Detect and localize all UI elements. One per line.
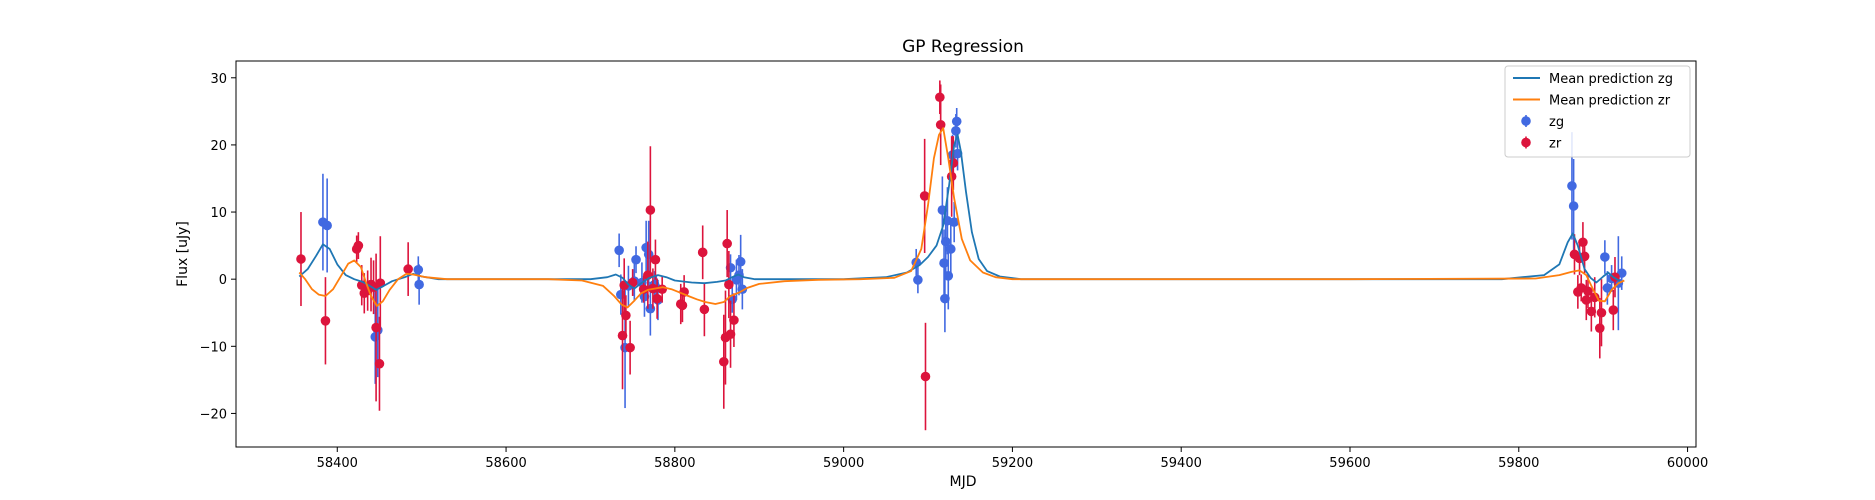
y-tick-label: 30: [210, 72, 227, 87]
point-zr: [1578, 237, 1588, 248]
y-tick-label: 20: [210, 139, 227, 154]
point-zg: [943, 271, 954, 281]
legend-label: zg: [1549, 115, 1564, 130]
point-zg: [413, 264, 424, 275]
legend-box: [1504, 65, 1691, 158]
y-tick-label: 0: [219, 273, 227, 288]
point-zg: [940, 293, 950, 304]
series-zg: [318, 107, 1627, 409]
y-tick-label: −10: [200, 340, 227, 355]
point-zg: [939, 258, 949, 268]
plot-area: [296, 80, 1627, 431]
point-zr: [1594, 323, 1605, 333]
x-tick-label: 58400: [317, 456, 358, 471]
point-zg: [913, 275, 923, 285]
point-zr: [374, 358, 385, 369]
point-zr: [617, 330, 628, 341]
point-zg: [614, 245, 624, 256]
x-axis: 58400 58600 58800 59000 59200 59400 59600 59800…: [317, 447, 1708, 471]
x-tick-label: 59800: [1498, 456, 1539, 471]
x-tick-label: 59600: [1329, 456, 1370, 471]
legend: Mean prediction zg Mean prediction zr zg zr: [1504, 65, 1691, 158]
point-zg: [1567, 181, 1577, 191]
legend-label: Mean prediction zg: [1549, 72, 1673, 87]
point-zg: [645, 303, 656, 314]
point-zr: [1596, 307, 1607, 318]
legend-marker-swatch: [1521, 116, 1531, 126]
line-mean-prediction-zr: [298, 127, 1625, 309]
point-zr: [1589, 292, 1600, 303]
point-zg: [951, 116, 962, 127]
point-zg: [414, 279, 424, 290]
point-zr: [645, 205, 656, 215]
point-zr: [718, 356, 729, 367]
point-zr: [724, 279, 734, 290]
axes-frame: [235, 60, 1697, 448]
x-tick-label: 59000: [823, 456, 864, 471]
point-zg: [735, 256, 746, 267]
x-tick-label: 59400: [1161, 456, 1202, 471]
point-zg: [639, 291, 650, 302]
point-zr: [296, 254, 306, 264]
point-zr: [919, 191, 930, 201]
point-zr: [729, 315, 739, 325]
point-zr: [625, 342, 635, 353]
point-zg: [1568, 201, 1579, 211]
point-zr: [619, 280, 630, 291]
x-tick-label: 60000: [1667, 456, 1708, 471]
x-tick-label: 58800: [654, 456, 695, 471]
point-zr: [697, 247, 708, 258]
point-zr: [320, 315, 331, 326]
y-axis: −20 −10 0 10 20 30: [200, 72, 236, 422]
point-zg: [946, 244, 956, 254]
point-zg: [322, 220, 332, 231]
point-zr: [403, 264, 413, 274]
point-zr: [371, 322, 381, 333]
line-mean-prediction-zg: [298, 133, 1621, 291]
y-tick-label: 10: [210, 206, 227, 221]
point-zr: [725, 329, 736, 340]
y-tick-label: −20: [200, 407, 227, 422]
point-zg: [631, 254, 641, 265]
point-zr: [353, 240, 364, 251]
legend-marker-swatch: [1521, 137, 1531, 148]
legend-label: zr: [1549, 137, 1562, 152]
point-zr: [677, 300, 688, 311]
point-zg: [949, 217, 959, 227]
point-zr: [935, 119, 946, 130]
point-zr: [652, 293, 662, 304]
point-zr: [1608, 305, 1619, 315]
point-zr: [722, 238, 732, 249]
point-zr: [621, 310, 631, 321]
point-zg: [1600, 252, 1610, 262]
point-zr: [699, 304, 710, 315]
x-tick-label: 58600: [485, 456, 526, 471]
legend-label: Mean prediction zr: [1549, 94, 1671, 109]
point-zr: [1583, 286, 1593, 297]
x-axis-label: MJD: [950, 474, 977, 490]
point-zg: [1602, 283, 1613, 293]
point-zr: [935, 92, 945, 103]
point-zr: [650, 254, 661, 265]
chart-title: GP Regression: [902, 37, 1024, 57]
y-axis-label: Flux [uJy]: [175, 221, 191, 287]
point-zr: [1581, 295, 1592, 305]
point-zg: [951, 126, 961, 136]
point-zr: [920, 371, 931, 382]
point-zr: [1586, 306, 1597, 317]
point-zr: [657, 284, 667, 295]
x-tick-label: 59200: [992, 456, 1033, 471]
